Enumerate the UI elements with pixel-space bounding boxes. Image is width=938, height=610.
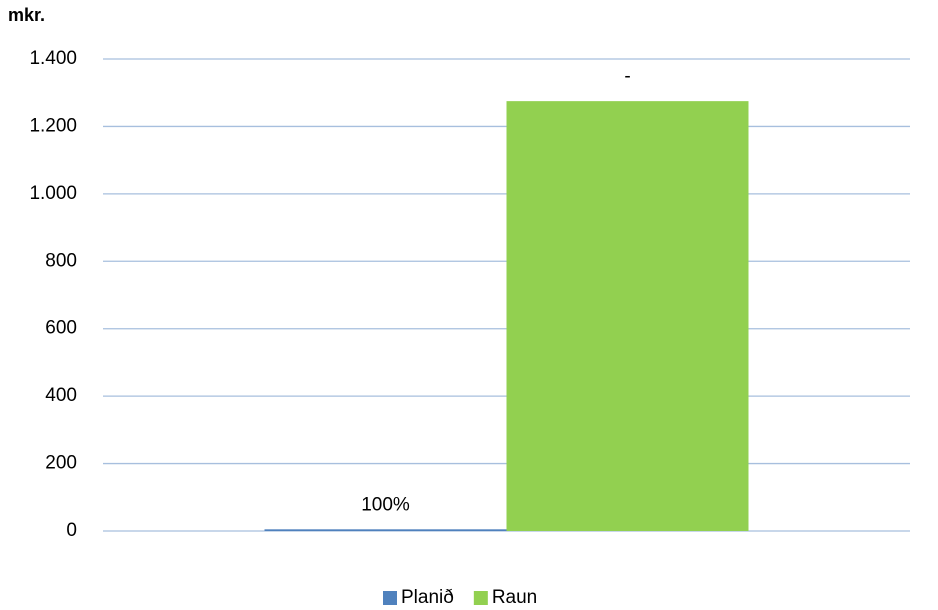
legend-label: Raun: [492, 587, 537, 608]
y-tick-label: 0: [66, 520, 77, 541]
y-tick-label: 1.200: [29, 115, 77, 136]
legend-label: Planið: [401, 587, 454, 608]
bar: [264, 529, 507, 531]
y-tick-label: 1.400: [29, 48, 77, 69]
annotation: -: [624, 66, 630, 87]
bar: [506, 101, 749, 532]
legend-swatch: [383, 591, 397, 605]
y-tick-label: 1.000: [29, 183, 77, 204]
y-tick-label: 200: [45, 453, 77, 474]
legend-swatch: [473, 591, 488, 605]
y-tick-label: 800: [45, 250, 77, 271]
y-tick-label: 400: [45, 385, 77, 406]
annotation: 100%: [361, 494, 410, 515]
y-tick-label: 600: [45, 318, 77, 339]
y-axis-label: mkr.: [8, 5, 45, 25]
